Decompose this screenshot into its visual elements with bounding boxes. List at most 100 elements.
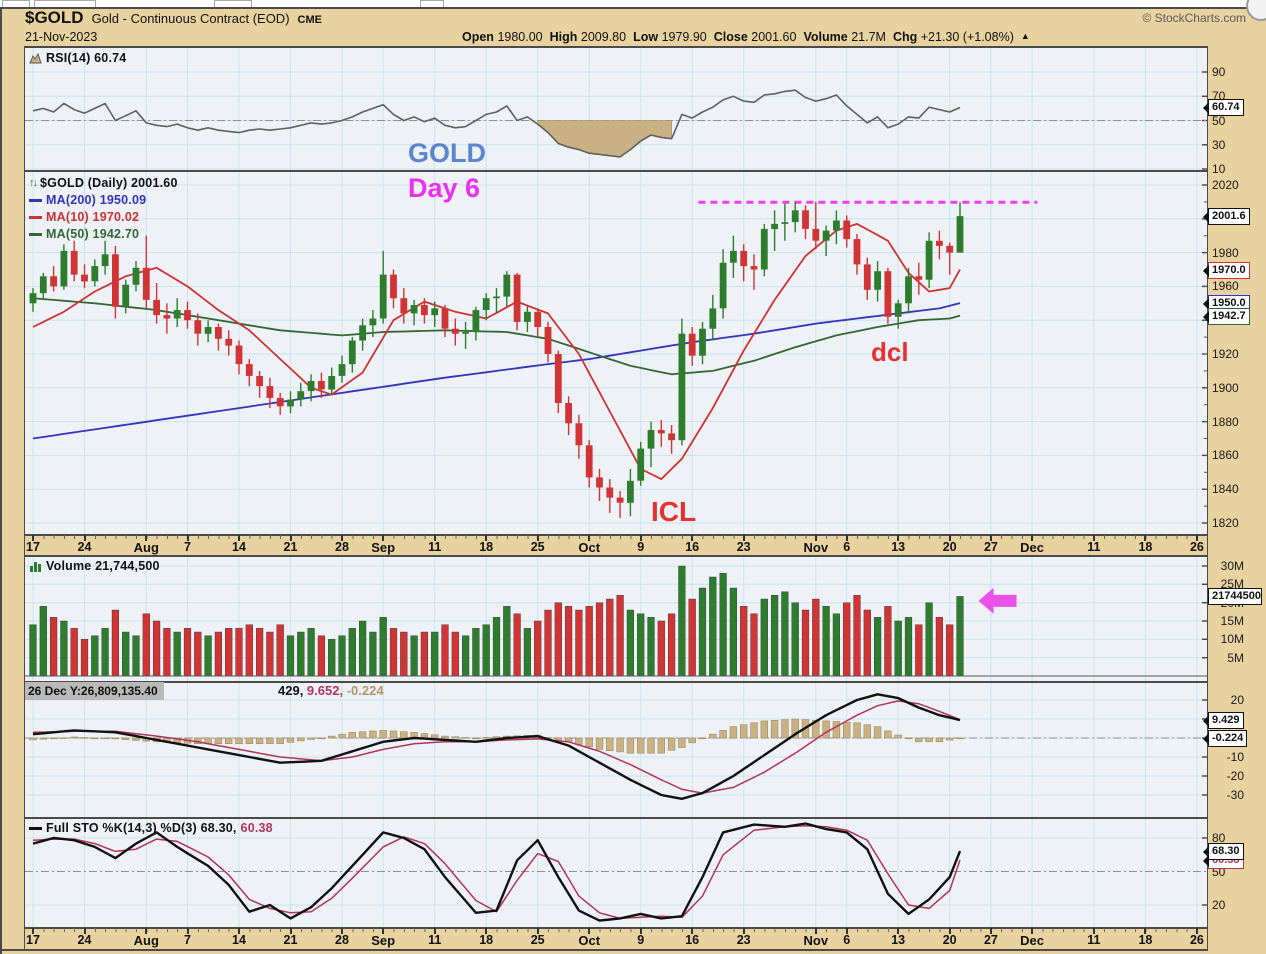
axis-label: 15M [1220, 614, 1244, 628]
major-tick [145, 535, 148, 541]
x-axis-label: Sep [371, 540, 396, 555]
price-panel [25, 172, 1207, 535]
major-tick [536, 928, 539, 934]
x-axis-label: 20 [942, 540, 957, 554]
major-tick [186, 535, 189, 541]
major-tick [145, 928, 148, 934]
price-legend-title: ↑↓ $GOLD (Daily) 2001.60 [29, 176, 178, 190]
sto-d-value: 60.38 [240, 821, 273, 835]
x-axis-label: 27 [983, 933, 998, 947]
change-up-arrow-icon: ▲ [1020, 31, 1030, 41]
x-axis-label: 16 [685, 540, 700, 554]
axis-label: 10M [1220, 632, 1244, 647]
frame-left-border [0, 7, 2, 954]
ma10-swatch-icon [29, 215, 42, 219]
axis-label: 80 [1212, 831, 1226, 845]
major-tick [814, 928, 817, 934]
major-tick [742, 535, 745, 541]
x-axis-label: 27 [983, 540, 998, 554]
volume-panel [25, 556, 1207, 682]
axis-label: 90 [1212, 65, 1226, 79]
major-tick [32, 535, 34, 541]
axis-label: 1900 [1212, 380, 1239, 395]
major-tick [83, 928, 86, 934]
x-axis-label: 20 [942, 933, 957, 947]
low-value: 1979.90 [661, 30, 707, 44]
candlestick-icon: ↑↓ [29, 177, 38, 189]
axis-label: 30 [1212, 137, 1226, 152]
ma200-swatch-icon [29, 198, 42, 202]
x-axis-label: 18 [1138, 540, 1153, 554]
panel-separator [24, 170, 1208, 172]
volume-callout: 21744500 [1208, 588, 1262, 606]
price-legend-label: $GOLD (Daily) 2001.60 [40, 176, 178, 190]
major-tick [83, 535, 86, 541]
major-tick [948, 535, 951, 541]
x-axis-label: 26 [1189, 540, 1204, 554]
x-axis-label: Nov [803, 540, 829, 555]
axis-label: 5M [1227, 650, 1244, 665]
panel-separator [24, 555, 1208, 557]
macd-hist-callout: -0.224 [1202, 730, 1248, 748]
x-axis-label: 23 [736, 540, 751, 554]
major-tick [897, 928, 900, 934]
x-axis-label: Oct [578, 540, 601, 555]
x-axis-label: 7 [184, 933, 191, 947]
major-tick [639, 928, 642, 934]
minor-ticks [33, 535, 1207, 539]
axis-label: 25M [1220, 577, 1244, 592]
crosshair-tooltip: 26 Dec Y:26,809,135.40 [25, 682, 164, 700]
axis-label: 1920 [1212, 347, 1239, 361]
frame-top-border [0, 7, 1266, 9]
x-axis-label: 26 [1189, 933, 1204, 947]
x-axis-label: Aug [133, 540, 159, 555]
x-axis-label: Dec [1020, 933, 1045, 948]
price-callout: 2001.6 [1203, 208, 1250, 226]
major-tick [433, 928, 436, 934]
sto-k-callout: 68.30 [1203, 843, 1244, 861]
macd-line-callout: 9.429 [1203, 712, 1244, 730]
chart-header: $GOLD Gold - Continuous Contract (EOD) C… [25, 8, 322, 28]
axis-label: 1960 [1212, 279, 1239, 294]
annotation-icl: ICL [651, 496, 697, 527]
major-tick [691, 535, 694, 541]
axis-label: 1880 [1212, 414, 1239, 429]
x-axis-label: 6 [843, 540, 851, 554]
major-tick [948, 928, 951, 934]
minor-ticks [33, 928, 1207, 932]
x-axis-label: 21 [283, 540, 298, 554]
annotation-day6: Day 6 [408, 173, 481, 203]
axis-label: -20 [1226, 769, 1244, 783]
x-axis-middle: 17 24 Aug 7 14 21 28 Sep 11 18 25 Oct 9 16 23 Nov 6 13 20 2… [25, 535, 1207, 555]
close-value: 2001.60 [751, 30, 797, 44]
x-axis-label: 21 [283, 933, 298, 947]
macd-value: 429, [278, 683, 307, 698]
major-tick [1195, 535, 1198, 541]
x-axis-label: 11 [428, 540, 442, 554]
panel-separator [24, 681, 1208, 683]
major-tick [588, 535, 591, 541]
stochastics-panel [25, 818, 1207, 928]
ohlc-quote-row: Open 1980.00 High 2009.80 Low 1979.90 Cl… [462, 30, 1030, 44]
plot-left-border [24, 46, 25, 951]
x-axis-label: 25 [530, 540, 545, 554]
volume-bars-icon [30, 561, 41, 572]
ma200-legend: MA(200) 1950.09 [29, 193, 146, 207]
major-tick [1092, 535, 1095, 541]
major-tick [341, 535, 343, 541]
volume-value: 21.7M [851, 30, 886, 44]
annotation-dcl: dcl [871, 337, 909, 367]
browser-button-icon[interactable] [1246, 0, 1266, 21]
major-tick [238, 928, 240, 934]
x-axis-label: 9 [637, 540, 645, 554]
stochastics-legend: Full STO %K(14,3) %D(3) 68.30, 60.38 [29, 821, 273, 835]
sto-line-icon [29, 826, 42, 830]
x-axis-label: 18 [479, 540, 494, 554]
ma10-callout: 1970.0 [1203, 261, 1250, 279]
x-axis-label: 24 [77, 540, 92, 554]
major-tick [289, 535, 292, 541]
macd-hist-value: -0.224 [346, 683, 384, 698]
x-axis-bottom: 17 24 Aug 7 14 21 28 Sep 11 18 25 Oct 9 16 23 Nov 6 13 20 2… [25, 928, 1207, 949]
x-axis-label: 28 [335, 933, 349, 947]
exchange: CME [297, 14, 322, 26]
